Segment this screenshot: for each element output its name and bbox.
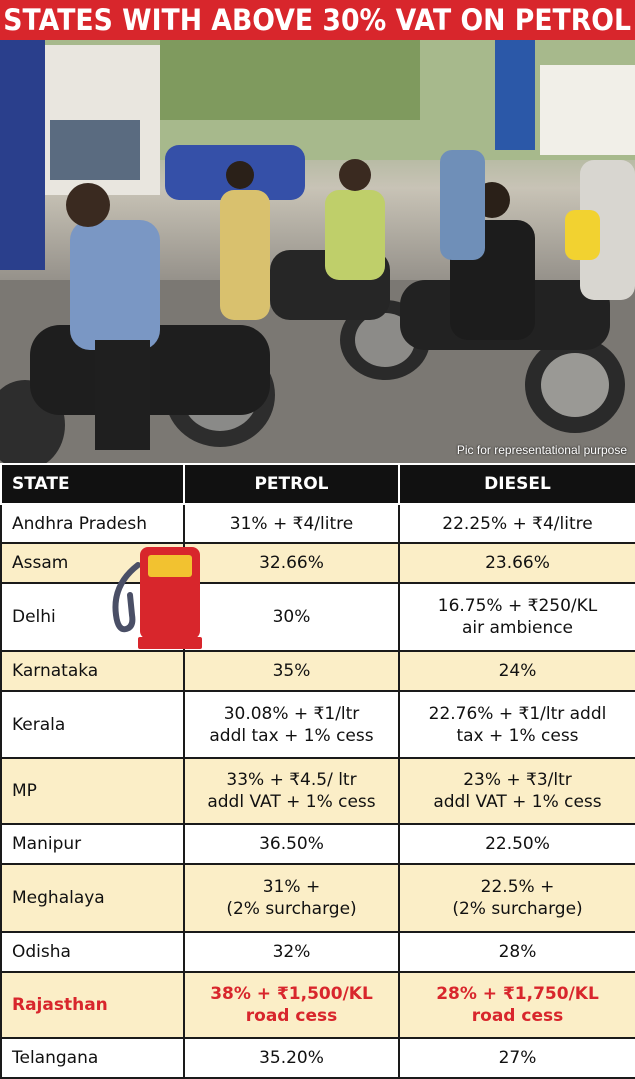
- table-row: Rajasthan 38% + ₹1,500/KL road cess 28% +…: [0, 971, 635, 1039]
- petrol-cell: 32.66%: [183, 542, 400, 584]
- photo-illustration: [0, 40, 635, 463]
- state-cell: Odisha: [0, 931, 185, 973]
- diesel-cell: 23% + ₹3/ltr addl VAT + 1% cess: [398, 757, 635, 825]
- table-row: Assam 32.66% 23.66%: [0, 542, 635, 584]
- petrol-cell: 32%: [183, 931, 400, 973]
- table-row: MP 33% + ₹4.5/ ltr addl VAT + 1% cess 23%…: [0, 757, 635, 825]
- column-header-petrol: PETROL: [183, 463, 400, 505]
- petrol-cell: 30.08% + ₹1/ltr addl tax + 1% cess: [183, 690, 400, 759]
- diesel-cell: 22.50%: [398, 823, 635, 865]
- fuel-queue-photo: Pic for representational purpose: [0, 40, 635, 463]
- diesel-cell: 28%: [398, 931, 635, 973]
- photo-caption: Pic for representational purpose: [456, 443, 627, 457]
- diesel-cell: 16.75% + ₹250/KL air ambience: [398, 582, 635, 652]
- petrol-cell: 30%: [183, 582, 400, 652]
- table-row: Karnataka 35% 24%: [0, 650, 635, 692]
- state-cell: Telangana: [0, 1037, 185, 1079]
- petrol-cell: 35.20%: [183, 1037, 400, 1079]
- table-row: Andhra Pradesh 31% + ₹4/litre 22.25% + ₹…: [0, 503, 635, 544]
- table-row: Telangana 35.20% 27%: [0, 1037, 635, 1079]
- diesel-cell: 27%: [398, 1037, 635, 1079]
- state-cell: Andhra Pradesh: [0, 503, 185, 544]
- petrol-cell: 31% + ₹4/litre: [183, 503, 400, 544]
- column-header-state: STATE: [0, 463, 185, 505]
- petrol-cell: 38% + ₹1,500/KL road cess: [183, 971, 400, 1039]
- title-banner: STATES WITH ABOVE 30% VAT ON PETROL: [0, 0, 635, 40]
- state-cell: Meghalaya: [0, 863, 185, 933]
- petrol-cell: 33% + ₹4.5/ ltr addl VAT + 1% cess: [183, 757, 400, 825]
- diesel-cell: 24%: [398, 650, 635, 692]
- fuel-pump-icon: [112, 547, 202, 649]
- table-header-row: STATE PETROL DIESEL: [0, 463, 635, 505]
- petrol-cell: 36.50%: [183, 823, 400, 865]
- petrol-cell: 31% + (2% surcharge): [183, 863, 400, 933]
- state-cell: Rajasthan: [0, 971, 185, 1039]
- table-row: Kerala 30.08% + ₹1/ltr addl tax + 1% cess…: [0, 690, 635, 759]
- diesel-cell: 23.66%: [398, 542, 635, 584]
- petrol-cell: 35%: [183, 650, 400, 692]
- diesel-cell: 22.76% + ₹1/ltr addl tax + 1% cess: [398, 690, 635, 759]
- diesel-cell: 28% + ₹1,750/KL road cess: [398, 971, 635, 1039]
- state-cell: MP: [0, 757, 185, 825]
- table-row: Odisha 32% 28%: [0, 931, 635, 973]
- state-cell: Karnataka: [0, 650, 185, 692]
- state-cell: Kerala: [0, 690, 185, 759]
- vat-table: STATE PETROL DIESEL Andhra Pradesh 31% +…: [0, 463, 635, 1079]
- page-title: STATES WITH ABOVE 30% VAT ON PETROL: [3, 3, 632, 37]
- table-row: Manipur 36.50% 22.50%: [0, 823, 635, 865]
- column-header-diesel: DIESEL: [398, 463, 635, 505]
- table-row: Meghalaya 31% + (2% surcharge) 22.5% + (2%…: [0, 863, 635, 933]
- diesel-cell: 22.25% + ₹4/litre: [398, 503, 635, 544]
- diesel-cell: 22.5% + (2% surcharge): [398, 863, 635, 933]
- table-row: Delhi 30% 16.75% + ₹250/KL air ambience: [0, 582, 635, 652]
- state-cell: Manipur: [0, 823, 185, 865]
